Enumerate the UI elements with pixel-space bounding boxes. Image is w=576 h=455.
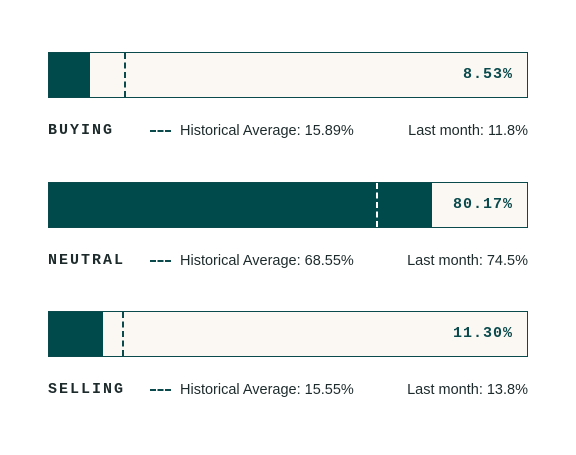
bar-fill bbox=[49, 53, 90, 97]
last-month-text: Last month: 11.8% bbox=[408, 123, 528, 139]
category-label: NEUTRAL bbox=[48, 252, 126, 269]
dashed-line-icon bbox=[150, 130, 171, 133]
dashed-line-icon bbox=[150, 389, 171, 392]
historical-average-line bbox=[122, 312, 125, 356]
value-label: 11.30% bbox=[452, 325, 513, 342]
historical-average-line bbox=[123, 53, 126, 97]
last-month-text: Last month: 74.5% bbox=[407, 253, 528, 269]
value-label: 80.17% bbox=[452, 196, 513, 213]
historical-average-text: Historical Average: 15.89% bbox=[180, 123, 354, 139]
last-month-text: Last month: 13.8% bbox=[407, 382, 528, 398]
historical-average-legend: Historical Average: 15.55% bbox=[150, 382, 354, 398]
historical-average-text: Historical Average: 15.55% bbox=[180, 382, 354, 398]
dashed-line-icon bbox=[150, 260, 171, 263]
bar-fill bbox=[49, 183, 433, 227]
bar-track: 8.53% bbox=[48, 52, 528, 98]
category-label: SELLING bbox=[48, 381, 126, 398]
historical-average-line bbox=[375, 183, 378, 227]
historical-average-legend: Historical Average: 68.55% bbox=[150, 253, 354, 269]
historical-average-text: Historical Average: 68.55% bbox=[180, 253, 354, 269]
bar-track: 11.30% bbox=[48, 311, 528, 357]
bar-fill bbox=[49, 312, 103, 356]
historical-average-legend: Historical Average: 15.89% bbox=[150, 123, 354, 139]
bar-track: 80.17% bbox=[48, 182, 528, 228]
value-label: 8.53% bbox=[462, 66, 513, 83]
category-label: BUYING bbox=[48, 122, 115, 139]
